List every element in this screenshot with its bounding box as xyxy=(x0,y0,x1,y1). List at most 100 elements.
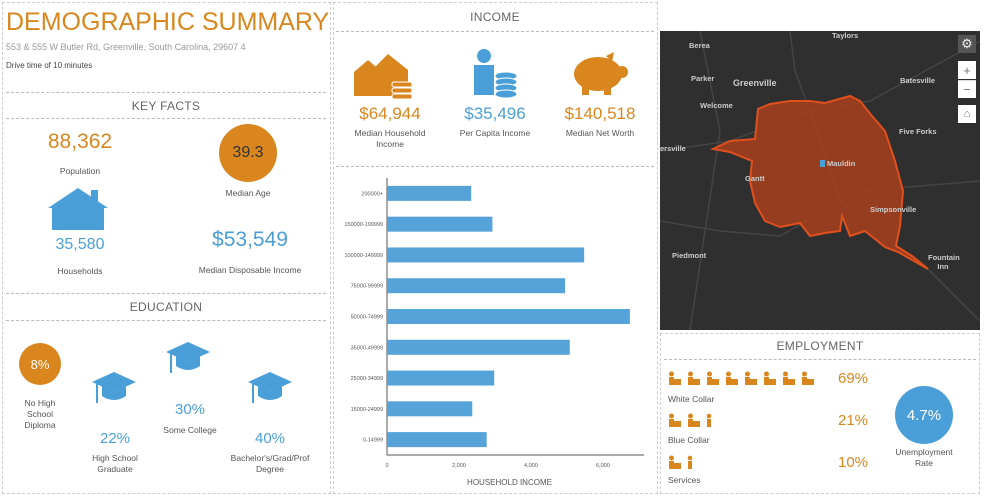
map-label: Berea xyxy=(689,41,710,50)
services-label: Services xyxy=(668,475,701,485)
page-title: DEMOGRAPHIC SUMMARY xyxy=(6,8,330,36)
household-income-chart: 200000+ 150000-199999 100000-149999 75000-9… xyxy=(344,178,644,487)
unemployment-label: Unemployment Rate xyxy=(895,447,953,468)
worker-icon xyxy=(783,371,795,385)
hs-grad-label: High School Graduate xyxy=(92,453,138,474)
divider xyxy=(336,166,654,167)
bar xyxy=(387,339,570,355)
households-value: 35,580 xyxy=(55,236,105,253)
bar xyxy=(387,432,487,448)
key-facts-header: KEY FACTS xyxy=(6,92,326,119)
median-net-worth-value: $140,518 xyxy=(564,104,636,123)
worker-icon xyxy=(669,413,681,427)
bachelors-value: 40% xyxy=(254,430,286,447)
blue-collar-value: 21% xyxy=(838,412,869,429)
worker-icon xyxy=(802,371,814,385)
worker-icon xyxy=(688,413,700,427)
median-age-circle: 39.3 xyxy=(219,124,277,182)
category-label: 35000-49999 xyxy=(351,345,383,351)
grad-cap-icon xyxy=(92,372,136,403)
services-icons xyxy=(668,455,700,469)
map-label: Simpsonville xyxy=(870,205,917,214)
person-coins-icon xyxy=(474,49,518,98)
worker-icon xyxy=(706,413,712,427)
disposable-income-value: $53,549 xyxy=(212,228,288,251)
home-icon[interactable]: ⌂ xyxy=(958,105,976,123)
unemployment-circle: 4.7% xyxy=(895,386,953,444)
drive-time: Drive time of 10 minutes xyxy=(6,61,93,70)
worker-icon xyxy=(707,371,719,385)
house-icon xyxy=(48,188,108,230)
no-diploma-label: No High School Diploma xyxy=(24,398,56,430)
piggy-bank-icon xyxy=(574,52,628,95)
no-diploma-circle: 8% xyxy=(19,343,61,385)
map-label: Five Forks xyxy=(899,127,937,136)
blue-collar-icons xyxy=(668,413,719,427)
population-value: 88,362 xyxy=(47,130,113,153)
bar xyxy=(387,216,493,232)
category-label: 50000-74999 xyxy=(351,315,383,321)
map-label: ersville xyxy=(660,144,686,153)
category-label: 200000+ xyxy=(361,191,383,197)
employment-panel xyxy=(660,333,980,494)
population-label: Population xyxy=(59,166,101,176)
map-label: Piedmont xyxy=(672,251,707,260)
settings-gear-icon[interactable]: ⚙ xyxy=(958,35,976,53)
worker-icon xyxy=(688,371,700,385)
category-label: 75000-99999 xyxy=(351,284,383,290)
bar xyxy=(387,309,630,324)
white-collar-icons xyxy=(668,371,814,385)
households-label: Households xyxy=(57,266,103,276)
bachelors-label: Bachelor's/Grad/Prof Degree xyxy=(230,453,310,474)
some-college-label: Some College xyxy=(163,425,217,435)
median-household-income-value: $64,944 xyxy=(359,104,421,123)
tick-label: 2,000 xyxy=(452,463,466,469)
some-college-value: 30% xyxy=(174,401,206,418)
bar xyxy=(387,278,566,294)
bar xyxy=(387,401,473,417)
worker-icon xyxy=(669,371,681,385)
employment-header: EMPLOYMENT xyxy=(664,335,976,360)
map-label: Gantt xyxy=(745,174,765,183)
grad-cap-icon xyxy=(166,342,210,373)
services-value: 10% xyxy=(838,454,869,471)
category-label: 15000-24999 xyxy=(351,407,383,413)
per-capita-income-label: Per Capita Income xyxy=(459,128,531,138)
map-label: Fountain Inn xyxy=(928,253,960,271)
address: 553 & 555 W Butler Rd, Greenville, South… xyxy=(6,42,246,52)
worker-icon xyxy=(745,371,757,385)
per-capita-income-value: $35,496 xyxy=(464,104,526,123)
worker-icon xyxy=(764,371,776,385)
houses-coins-icon xyxy=(354,54,413,100)
zoom-out-button[interactable]: − xyxy=(958,80,976,98)
worker-icon xyxy=(726,371,738,385)
map-label: Parker xyxy=(691,74,715,83)
map-label: Mauldin xyxy=(827,159,856,168)
worker-icon xyxy=(669,455,681,469)
tick-label: 6,000 xyxy=(596,463,610,469)
income-panel xyxy=(333,2,658,494)
income-header: INCOME xyxy=(336,6,654,32)
category-label: 150000-199999 xyxy=(344,222,383,228)
grad-cap-icon xyxy=(248,372,292,403)
category-label: 100000-149999 xyxy=(344,253,383,259)
map-label: Greenville xyxy=(733,78,777,88)
category-label: 25000-34999 xyxy=(351,376,383,382)
map-label: Batesville xyxy=(900,76,936,85)
map[interactable]: Berea Taylors Parker Greenville Batesvil… xyxy=(660,31,980,330)
drive-time-polygon xyxy=(709,94,929,270)
blue-collar-label: Blue Collar xyxy=(668,435,710,445)
category-label: 0-14999 xyxy=(363,438,383,444)
median-household-income-label: Median Household Income xyxy=(354,128,426,149)
median-net-worth-label: Median Net Worth xyxy=(565,128,635,138)
tick-label: 4,000 xyxy=(524,463,538,469)
worker-icon xyxy=(687,455,693,469)
median-age-label: Median Age xyxy=(225,188,271,198)
map-label: Welcome xyxy=(700,101,733,110)
bar xyxy=(387,185,472,201)
zoom-in-button[interactable]: + xyxy=(958,61,976,79)
summary-panel xyxy=(2,2,331,494)
education-header: EDUCATION xyxy=(6,293,326,321)
map-label: Taylors xyxy=(832,31,859,40)
bar xyxy=(387,370,495,386)
